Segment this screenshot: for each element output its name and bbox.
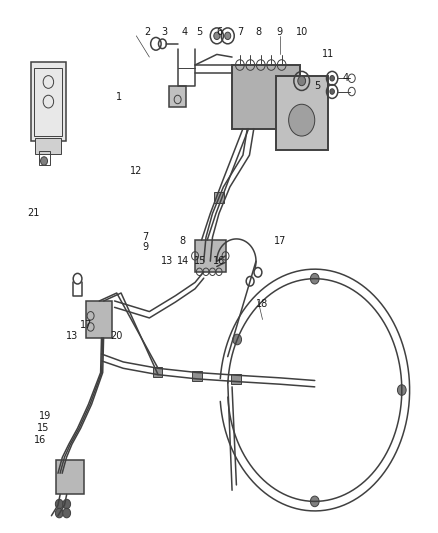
- Circle shape: [233, 334, 241, 345]
- Text: 6: 6: [216, 27, 222, 37]
- Text: 7: 7: [238, 27, 244, 37]
- Circle shape: [55, 499, 63, 509]
- Text: 9: 9: [277, 27, 283, 37]
- Circle shape: [397, 385, 406, 395]
- Circle shape: [298, 76, 306, 86]
- Text: 20: 20: [110, 332, 123, 342]
- Circle shape: [63, 508, 71, 518]
- Circle shape: [311, 273, 319, 284]
- Text: 17: 17: [80, 320, 92, 330]
- Circle shape: [330, 76, 335, 81]
- Text: 2: 2: [144, 27, 150, 37]
- Text: 17: 17: [274, 236, 286, 246]
- Text: 11: 11: [321, 50, 334, 59]
- Bar: [192, 372, 201, 381]
- Text: 8: 8: [255, 27, 261, 37]
- Bar: [276, 76, 328, 150]
- Text: 5: 5: [196, 27, 202, 37]
- Bar: [232, 65, 300, 128]
- Text: 16: 16: [213, 256, 225, 266]
- Bar: [35, 68, 62, 135]
- Circle shape: [214, 32, 220, 39]
- Circle shape: [55, 508, 63, 518]
- Text: 18: 18: [256, 298, 268, 309]
- Text: 7: 7: [142, 232, 148, 242]
- Text: 13: 13: [161, 256, 173, 266]
- Text: 4: 4: [342, 73, 348, 83]
- Bar: [86, 301, 113, 338]
- Bar: [31, 62, 66, 141]
- Text: 19: 19: [39, 411, 51, 421]
- Text: 14: 14: [177, 256, 190, 266]
- Circle shape: [289, 104, 315, 136]
- Text: 12: 12: [130, 166, 142, 176]
- Bar: [35, 138, 61, 154]
- Text: 9: 9: [142, 243, 148, 253]
- Bar: [214, 192, 224, 203]
- Circle shape: [225, 32, 231, 39]
- Circle shape: [311, 496, 319, 507]
- Bar: [231, 374, 241, 384]
- Text: 3: 3: [162, 27, 168, 37]
- Text: 4: 4: [181, 27, 187, 37]
- Circle shape: [330, 89, 335, 94]
- Bar: [169, 86, 186, 108]
- Circle shape: [41, 157, 47, 165]
- Bar: [195, 240, 226, 272]
- Circle shape: [63, 499, 71, 509]
- Text: 8: 8: [179, 236, 185, 246]
- Text: 21: 21: [27, 208, 39, 219]
- Text: 16: 16: [35, 435, 47, 446]
- Text: 1: 1: [116, 92, 122, 102]
- Bar: [153, 367, 162, 377]
- Bar: [56, 460, 84, 495]
- Bar: [39, 151, 49, 165]
- Text: 15: 15: [36, 423, 49, 433]
- Text: 13: 13: [66, 332, 78, 342]
- Text: 15: 15: [194, 256, 206, 266]
- Text: 5: 5: [314, 81, 320, 91]
- Text: 10: 10: [296, 27, 308, 37]
